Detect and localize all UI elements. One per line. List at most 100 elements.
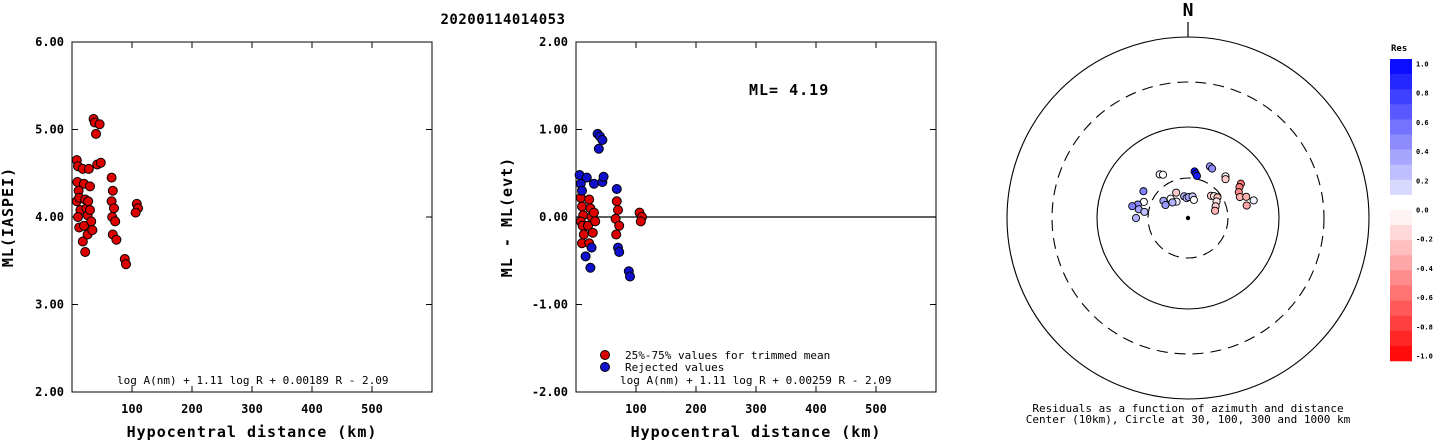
trimmed-mean-point — [587, 227, 598, 238]
trimmed-mean-point — [577, 201, 587, 212]
legend: 25%-75% values for trimmed mean Rejected… — [600, 349, 830, 374]
station-marker — [1158, 170, 1168, 179]
station-marker — [1249, 196, 1258, 205]
colorbar-tick-label: 0.2 — [1416, 177, 1429, 185]
station-marker — [1161, 200, 1170, 210]
colorbar-cell — [1390, 179, 1412, 196]
data-point — [73, 212, 83, 222]
colorbar-cell — [1390, 194, 1412, 211]
colorbar-cell — [1390, 240, 1412, 256]
distance-rings — [1006, 36, 1370, 400]
colorbar-tick-label: 1.0 — [1416, 61, 1429, 69]
colorbar-cell — [1390, 345, 1412, 362]
y-tick-label: 3.00 — [35, 298, 64, 312]
x-axis-label: Hypocentral distance (km) — [127, 423, 378, 441]
north-label: N — [1183, 0, 1194, 21]
legend-marker-rejected — [600, 362, 610, 372]
colorbar-cell — [1390, 59, 1412, 75]
trimmed-mean-point — [614, 220, 625, 231]
station-marker — [1208, 164, 1217, 173]
colorbar-tick-label: -0.6 — [1416, 294, 1433, 302]
rejected-point — [577, 185, 587, 196]
x-tick-label: 300 — [241, 402, 263, 416]
x-tick-label: 500 — [865, 402, 887, 416]
colorbar-tick-label: -0.8 — [1416, 323, 1433, 331]
colorbar-cell — [1390, 300, 1412, 316]
epicenter-marker — [1185, 215, 1191, 221]
colorbar-cell — [1390, 330, 1412, 347]
formula-text: log A(nm) + 1.11 log R + 0.00189 R - 2.0… — [117, 374, 389, 387]
formula-text: log A(nm) + 1.11 log R + 0.00259 R - 2.0… — [620, 374, 892, 387]
trimmed-mean-point — [583, 220, 593, 231]
figure-title: 20200114014053 — [440, 12, 565, 28]
colorbar-tick-label: 0.4 — [1416, 148, 1429, 156]
station-marker — [1210, 206, 1220, 215]
trimmed-mean-point — [589, 207, 599, 218]
data-point — [85, 205, 95, 215]
colorbar-cell — [1390, 104, 1412, 120]
data-point — [87, 225, 98, 236]
y-tick-label: 6.00 — [35, 35, 64, 49]
data-point — [95, 157, 106, 168]
data-point — [80, 247, 91, 257]
station-marker — [1131, 213, 1141, 223]
x-tick-label: 400 — [301, 402, 323, 416]
colorbar-cell — [1390, 210, 1412, 226]
x-tick-label: 100 — [121, 402, 143, 416]
data-point — [110, 216, 121, 227]
residual-map-panel: N Residuals as a function of azimuth and… — [1006, 0, 1370, 426]
colorbar-cell — [1390, 74, 1412, 90]
colorbar-cell — [1390, 255, 1412, 271]
data-point — [107, 185, 118, 196]
plot-frame — [71, 41, 433, 393]
station-marker — [1192, 171, 1201, 180]
ring-300km — [1051, 81, 1325, 355]
data-point — [111, 234, 122, 245]
trimmed-mean-point — [635, 216, 646, 227]
colorbar-tick-label: 0.0 — [1416, 207, 1429, 215]
x-tick-label: 100 — [625, 402, 647, 416]
y-axis-label: ML - ML(evt) — [498, 157, 516, 277]
rejected-point — [614, 247, 625, 257]
data-point — [83, 196, 94, 207]
colorbar-tick-label: 0.6 — [1416, 119, 1429, 127]
residual-vs-distance-panel: 100 200 300 400 500 -2.00 -1.00 0.00 1.00 2.00 ML… — [498, 35, 937, 441]
data-point — [77, 236, 88, 247]
rejected-point — [586, 242, 597, 253]
rejected-point — [580, 251, 591, 262]
ring-100km — [1096, 126, 1280, 310]
station-marker — [1242, 192, 1251, 201]
ml-vs-distance-panel: 100 200 300 400 500 2.00 3.00 4.00 5.00 6.00 Hypo… — [0, 35, 433, 441]
rejected-point — [625, 271, 635, 282]
colorbar-tick-label: -1.0 — [1416, 353, 1433, 361]
y-tick-label: 5.00 — [35, 123, 64, 137]
colorbar-cells — [1390, 59, 1412, 362]
y-tick-label: -2.00 — [532, 385, 568, 399]
colorbar-cell — [1390, 285, 1412, 301]
station-marker — [1221, 175, 1230, 184]
trimmed-mean-point — [611, 229, 622, 240]
rejected-point — [581, 172, 592, 183]
y-tick-label: 0.00 — [539, 210, 568, 224]
colorbar-tick-label: -0.2 — [1416, 236, 1433, 244]
rejected-point — [598, 171, 609, 182]
trimmed-mean-point — [578, 229, 589, 240]
colorbar-ticks: 1.0 0.8 0.6 0.4 0.2 0.0 -0.2 -0.4 -0.6 -0.8 -1.0 — [1416, 61, 1433, 361]
y-tick-label: -1.00 — [532, 298, 568, 312]
x-tick-label: 300 — [745, 402, 767, 416]
station-marker — [1168, 198, 1177, 207]
y-axis-label: ML(IASPEI) — [0, 167, 17, 267]
rejected-point — [589, 178, 599, 189]
x-tick-label: 200 — [685, 402, 707, 416]
data-point — [130, 207, 141, 218]
station-marker — [1242, 201, 1251, 210]
ring-1000km — [1006, 36, 1370, 400]
map-caption-line1: Residuals as a function of azimuth and d… — [1032, 402, 1343, 415]
station-markers — [1128, 162, 1258, 223]
data-point — [106, 172, 117, 183]
trimmed-mean-point — [611, 196, 622, 207]
rejected-point — [597, 135, 608, 145]
y-tick-label: 1.00 — [539, 123, 568, 137]
data-points — [574, 128, 647, 282]
x-axis-label: Hypocentral distance (km) — [631, 423, 882, 441]
